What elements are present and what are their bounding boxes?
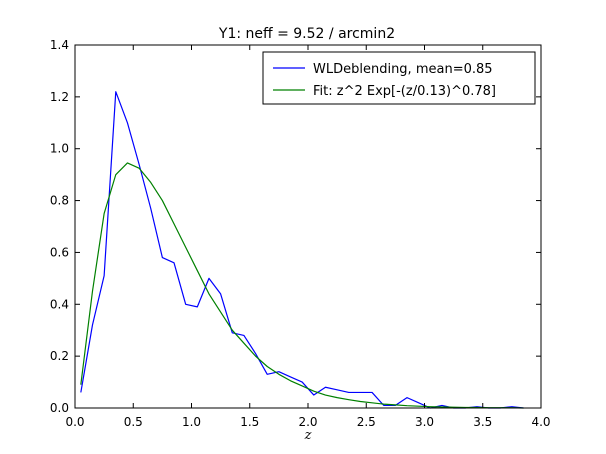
series-layer: [80, 91, 524, 409]
y-tick-label: 0.2: [50, 349, 69, 363]
y-tick-label: 0.8: [50, 194, 69, 208]
x-tick-label: 1.5: [240, 415, 259, 429]
y-tick-label: 0.0: [50, 401, 69, 415]
plot-area: [75, 45, 541, 408]
y-tick-label: 0.6: [50, 245, 69, 259]
series-line-1: [80, 162, 524, 409]
x-tick-label: 3.5: [473, 415, 492, 429]
axis-layer: 0.0 0.5 1.0 1.5 2.0 2.5 3.0 3.5 4.0 0.0 0.2 0.4 0.6 0…: [50, 38, 551, 429]
x-tick-label: 0.0: [65, 415, 84, 429]
x-axis-label: z: [304, 428, 312, 443]
x-tick-label: 3.0: [415, 415, 434, 429]
x-tick-label: 2.5: [357, 415, 376, 429]
chart-title: Y1: neff = 9.52 / arcmin2: [218, 26, 395, 42]
legend-label-0: WLDeblending, mean=0.85: [313, 62, 493, 77]
x-tick-label: 2.0: [298, 415, 317, 429]
y-tick-label: 0.4: [50, 297, 69, 311]
legend-box: [262, 51, 536, 105]
y-tick-label: 1.0: [50, 142, 69, 156]
y-tick-label: 1.4: [50, 38, 69, 52]
x-tick-label: 1.0: [182, 415, 201, 429]
legend-label-1: Fit: z^2 Exp[-(z/0.13)^0.78]: [313, 84, 496, 99]
y-tick-label: 1.2: [50, 90, 69, 104]
x-tick-label: 4.0: [531, 415, 550, 429]
x-tick-label: 0.5: [124, 415, 143, 429]
legend: WLDeblending, mean=0.85 Fit: z^2 Exp[-(z/…: [262, 51, 536, 105]
